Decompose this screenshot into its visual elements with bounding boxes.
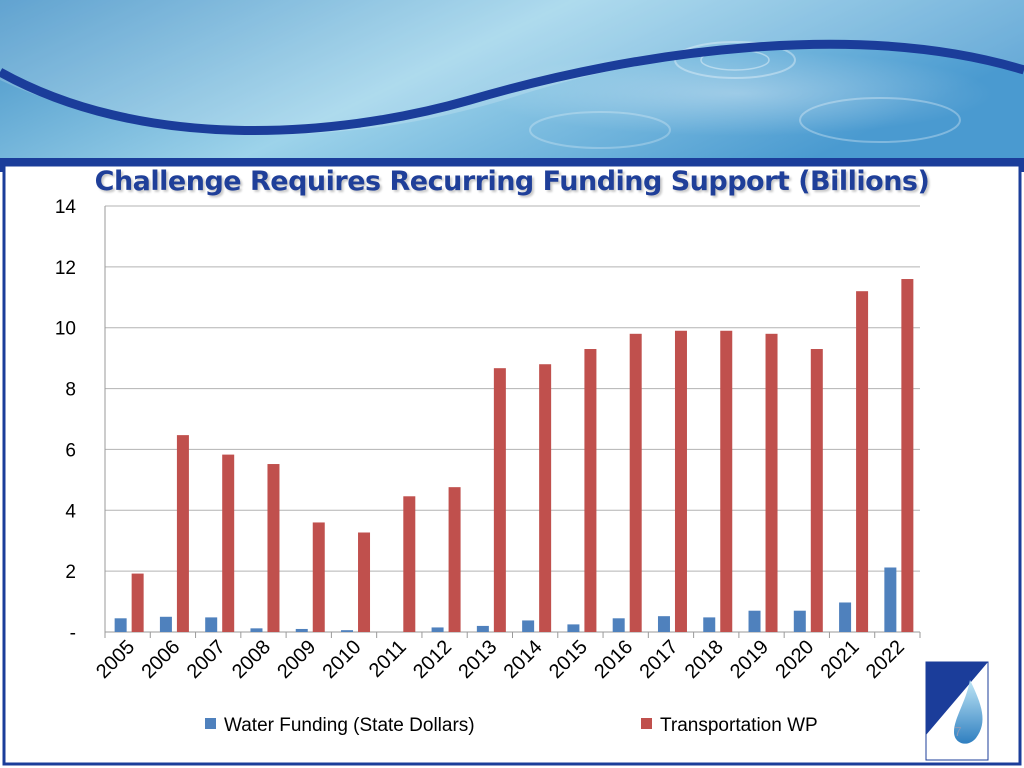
bar-water xyxy=(295,628,308,632)
bar-water xyxy=(703,617,716,632)
bar-transportation xyxy=(856,291,869,632)
bar-water xyxy=(476,625,489,632)
bar-transportation xyxy=(358,532,371,632)
bar-water xyxy=(431,627,444,632)
legend-swatch-transportation xyxy=(641,718,652,729)
bar-transportation xyxy=(448,487,461,632)
bar-water xyxy=(205,617,218,632)
bar-transportation xyxy=(222,454,235,632)
y-tick-label: 6 xyxy=(65,440,76,461)
bar-water xyxy=(114,618,127,632)
bar-water xyxy=(839,602,852,632)
bar-transportation xyxy=(131,573,144,632)
legend-label-water: Water Funding (State Dollars) xyxy=(224,715,475,736)
bar-transportation xyxy=(765,333,778,632)
bar-water xyxy=(612,618,625,632)
bar-transportation xyxy=(720,330,733,632)
water-banner xyxy=(0,0,1024,172)
y-tick-label: 12 xyxy=(55,258,76,279)
bar-water xyxy=(341,630,354,632)
bar-transportation xyxy=(176,435,189,632)
bar-transportation xyxy=(312,522,325,632)
y-axis: - 2 4 6 8 10 12 14 xyxy=(55,197,106,644)
legend-swatch-water xyxy=(205,718,216,729)
legend-label-transportation: Transportation WP xyxy=(660,715,818,736)
y-tick-label: - xyxy=(70,623,76,644)
y-tick-label: 8 xyxy=(65,380,76,401)
content-frame xyxy=(2,163,1022,766)
bar-transportation xyxy=(674,330,687,632)
legend: Water Funding (State Dollars) Transporta… xyxy=(205,715,818,736)
bar-transportation xyxy=(539,364,552,632)
water-drop-logo-icon xyxy=(925,661,989,761)
bar-transportation xyxy=(629,333,642,632)
bar-water xyxy=(657,616,670,632)
y-tick-label: 2 xyxy=(65,562,76,583)
bar-transportation xyxy=(810,349,823,632)
bar-water xyxy=(748,610,761,632)
page-number: 7 xyxy=(954,724,962,739)
bar-transportation xyxy=(403,496,416,632)
bar-water xyxy=(522,620,535,632)
bar-transportation xyxy=(901,279,914,632)
y-tick-label: 4 xyxy=(65,501,76,522)
bars xyxy=(114,279,914,632)
bar-water xyxy=(793,610,806,632)
bar-water xyxy=(567,624,580,632)
bar-transportation xyxy=(584,349,597,632)
y-tick-label: 14 xyxy=(55,197,77,218)
bar-water xyxy=(884,567,897,632)
bar-transportation xyxy=(493,368,506,632)
y-tick-label: 10 xyxy=(55,319,76,340)
bar-water xyxy=(159,616,172,632)
bar-water xyxy=(250,628,263,632)
bar-transportation xyxy=(267,464,280,632)
chart-title: Challenge Requires Recurring Funding Sup… xyxy=(94,166,930,197)
